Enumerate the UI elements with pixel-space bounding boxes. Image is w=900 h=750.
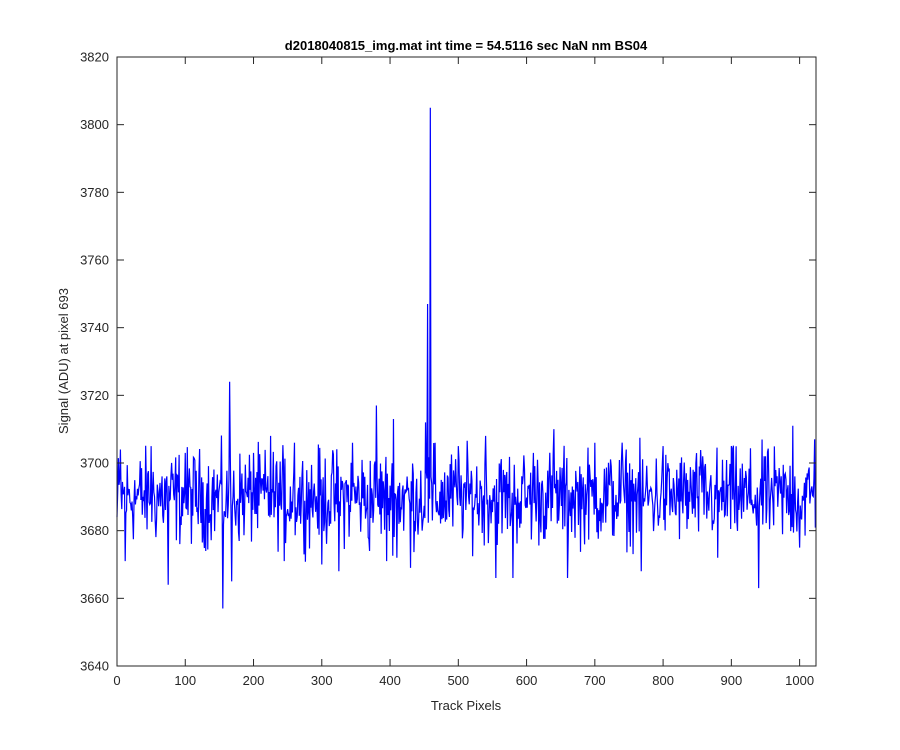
plot-background bbox=[117, 57, 816, 666]
x-tick-label: 500 bbox=[447, 673, 469, 688]
series-line-0 bbox=[116, 107, 816, 609]
y-tick-label: 3740 bbox=[80, 320, 109, 335]
y-tick-label: 3720 bbox=[80, 388, 109, 403]
axes-box bbox=[116, 56, 817, 667]
y-tick-label: 3660 bbox=[80, 591, 109, 606]
x-tick-label: 400 bbox=[379, 673, 401, 688]
x-tick-label: 200 bbox=[243, 673, 265, 688]
chart-title: d2018040815_img.mat int time = 54.5116 s… bbox=[285, 38, 648, 53]
y-tick-label: 3640 bbox=[80, 659, 109, 674]
y-tick-label: 3700 bbox=[80, 456, 109, 471]
x-tick-label: 700 bbox=[584, 673, 606, 688]
x-tick-label: 1000 bbox=[785, 673, 814, 688]
x-tick-label: 600 bbox=[516, 673, 538, 688]
plot-area bbox=[117, 57, 816, 666]
tick-layer: 0 100 200 300 400 500 600 700 800 900 1000 3640 3660… bbox=[80, 50, 817, 688]
y-tick-label: 3820 bbox=[80, 50, 109, 65]
y-tick-label: 3780 bbox=[80, 185, 109, 200]
x-tick-label: 300 bbox=[311, 673, 333, 688]
y-tick-label: 3760 bbox=[80, 253, 109, 268]
x-tick-label: 0 bbox=[113, 673, 120, 688]
x-tick-label: 100 bbox=[174, 673, 196, 688]
y-tick-label: 3680 bbox=[80, 523, 109, 538]
x-tick-label: 900 bbox=[721, 673, 743, 688]
x-axis-label: Track Pixels bbox=[431, 698, 502, 713]
y-axis-label: Signal (ADU) at pixel 693 bbox=[56, 288, 71, 434]
series-layer bbox=[116, 107, 816, 609]
x-tick-label: 800 bbox=[652, 673, 674, 688]
y-tick-label: 3800 bbox=[80, 117, 109, 132]
